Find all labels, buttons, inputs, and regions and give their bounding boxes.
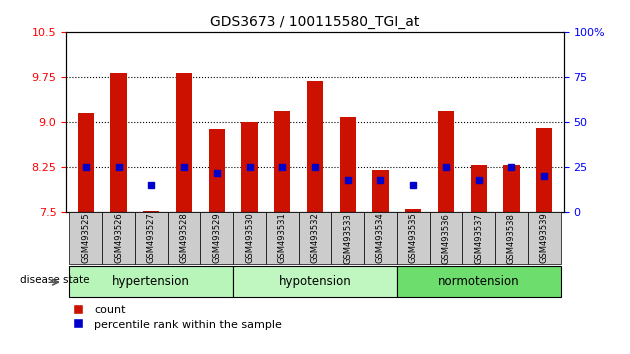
- Bar: [102, 212, 135, 264]
- Text: GSM493528: GSM493528: [180, 213, 188, 263]
- Bar: [110, 73, 127, 212]
- Text: GSM493525: GSM493525: [81, 213, 90, 263]
- Bar: [168, 212, 200, 264]
- Bar: [209, 129, 225, 212]
- Bar: [233, 266, 397, 297]
- Bar: [405, 209, 421, 212]
- Bar: [69, 212, 102, 264]
- Text: hypotension: hypotension: [278, 275, 352, 288]
- Text: GSM493538: GSM493538: [507, 213, 516, 263]
- Text: GSM493530: GSM493530: [245, 213, 254, 263]
- Text: GSM493536: GSM493536: [442, 213, 450, 263]
- Bar: [471, 165, 487, 212]
- Bar: [266, 212, 299, 264]
- Bar: [397, 212, 430, 264]
- Bar: [241, 122, 258, 212]
- Bar: [200, 212, 233, 264]
- Text: normotension: normotension: [438, 275, 520, 288]
- Bar: [69, 266, 233, 297]
- Bar: [364, 212, 397, 264]
- Text: GSM493532: GSM493532: [311, 213, 319, 263]
- Bar: [307, 81, 323, 212]
- Text: GSM493526: GSM493526: [114, 213, 123, 263]
- Bar: [143, 211, 159, 212]
- Text: GSM493527: GSM493527: [147, 213, 156, 263]
- Bar: [233, 212, 266, 264]
- Text: GSM493535: GSM493535: [409, 213, 418, 263]
- Bar: [503, 165, 520, 212]
- Bar: [331, 212, 364, 264]
- Bar: [495, 212, 528, 264]
- Bar: [135, 212, 168, 264]
- Text: GSM493533: GSM493533: [343, 213, 352, 263]
- Bar: [299, 212, 331, 264]
- Text: disease state: disease state: [20, 275, 89, 285]
- Bar: [274, 111, 290, 212]
- Bar: [77, 113, 94, 212]
- Text: GSM493531: GSM493531: [278, 213, 287, 263]
- Title: GDS3673 / 100115580_TGI_at: GDS3673 / 100115580_TGI_at: [210, 16, 420, 29]
- Text: GSM493534: GSM493534: [376, 213, 385, 263]
- Bar: [536, 128, 553, 212]
- Text: GSM493537: GSM493537: [474, 213, 483, 263]
- Bar: [340, 117, 356, 212]
- Bar: [438, 111, 454, 212]
- Legend: count, percentile rank within the sample: count, percentile rank within the sample: [72, 305, 282, 330]
- Bar: [397, 266, 561, 297]
- Bar: [176, 73, 192, 212]
- Text: GSM493539: GSM493539: [540, 213, 549, 263]
- Bar: [528, 212, 561, 264]
- Text: hypertension: hypertension: [112, 275, 190, 288]
- Bar: [462, 212, 495, 264]
- Bar: [372, 170, 389, 212]
- Text: GSM493529: GSM493529: [212, 213, 221, 263]
- Bar: [430, 212, 462, 264]
